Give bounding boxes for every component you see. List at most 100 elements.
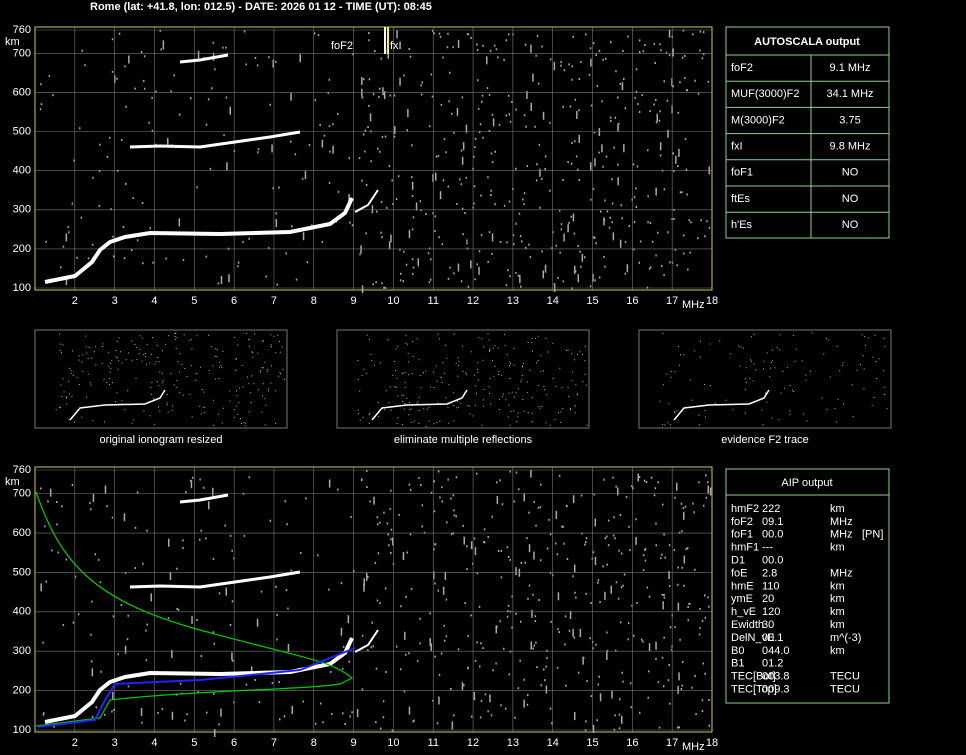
echo-trace — [179, 53, 229, 64]
aip-cell: 20 — [762, 593, 774, 605]
x-tick-label: 6 — [231, 737, 237, 749]
y-tick-label: 200 — [13, 685, 31, 697]
echo-trace — [179, 493, 229, 504]
y-tick-label: 500 — [13, 126, 31, 138]
aip-cell: 222 — [762, 503, 780, 515]
y-tick-label: 760 — [13, 464, 31, 476]
aip-cell: 09.1 — [762, 516, 783, 528]
y-tick-label: 500 — [13, 566, 31, 578]
aip-cell: MHz — [830, 529, 853, 541]
table-title: AIP output — [781, 477, 832, 489]
y-unit: km — [5, 36, 20, 48]
thumbnail-caption: eliminate multiple reflections — [394, 434, 533, 446]
row-value: 9.1 MHz — [830, 62, 871, 74]
header-title: Rome (lat: +41.8, lon: 012.5) - DATE: 20… — [90, 1, 432, 13]
x-tick-label: 11 — [428, 737, 439, 749]
y-tick-label: 700 — [13, 488, 31, 500]
row-value: 3.75 — [839, 114, 860, 126]
x-tick-label: 10 — [387, 737, 399, 749]
y-tick-label: 600 — [13, 527, 31, 539]
aip-cell: TEC[Top] — [731, 684, 777, 696]
y-tick-label: 600 — [13, 86, 31, 98]
y-tick-label: 100 — [13, 724, 31, 736]
x-tick-label: 14 — [547, 737, 559, 749]
x-tick-label: 17 — [666, 295, 678, 307]
aip-cell: km — [830, 619, 845, 631]
x-tick-label: 14 — [547, 295, 559, 307]
x-tick-label: 2 — [72, 737, 78, 749]
aip-cell: 00.1 — [762, 632, 783, 644]
y-tick-label: 200 — [13, 243, 31, 255]
x-tick-label: 11 — [428, 295, 439, 307]
row-label: h'Es — [731, 219, 753, 231]
x-tick-label: 16 — [626, 737, 638, 749]
aip-cell: foE — [731, 567, 748, 579]
y-tick-label: 300 — [13, 645, 31, 657]
x-tick-label: 9 — [351, 295, 357, 307]
profile-curve — [35, 491, 354, 727]
aip-cell: Ewidth — [731, 619, 764, 631]
aip-cell: 00.0 — [762, 529, 783, 541]
aip-cell: km — [830, 645, 845, 657]
table-title: AUTOSCALA output — [754, 36, 860, 48]
thumbnail-caption: original ionogram resized — [100, 434, 223, 446]
aip-cell: MHz — [830, 567, 853, 579]
aip-cell: 2.8 — [762, 567, 777, 579]
x-tick-label: 12 — [467, 737, 479, 749]
aip-cell: km — [830, 503, 845, 515]
marker-label: foF2 — [331, 40, 353, 52]
x-tick-label: 4 — [151, 737, 157, 749]
x-tick-label: 13 — [507, 295, 519, 307]
noise — [40, 469, 712, 737]
x-tick-label: 17 — [666, 737, 678, 749]
aip-cell: TECU — [830, 671, 860, 683]
aip-cell: 009.3 — [762, 684, 790, 696]
aip-cell: h_vE — [731, 606, 756, 618]
thumbnail-trace — [673, 389, 770, 421]
x-tick-label: 10 — [387, 295, 399, 307]
y-unit: km — [5, 476, 20, 488]
table-frame — [725, 494, 890, 704]
marker-label: fxI — [390, 40, 402, 52]
aip-cell: DelN_vE — [731, 632, 774, 644]
row-label: M(3000)F2 — [731, 114, 785, 126]
aip-cell: km — [830, 580, 845, 592]
aip-cell: 30 — [762, 619, 774, 631]
aip-cell: --- — [762, 542, 773, 554]
echo-trace — [354, 189, 379, 213]
x-tick-label: 12 — [467, 295, 479, 307]
thumbnail — [638, 329, 892, 429]
x-tick-label: 8 — [311, 737, 317, 749]
echo-trace — [44, 197, 354, 284]
row-label: MUF(3000)F2 — [731, 88, 799, 100]
aip-cell: TECU — [830, 684, 860, 696]
x-tick-label: 8 — [311, 295, 317, 307]
aip-cell: D1 — [731, 555, 745, 567]
y-tick-label: 300 — [13, 204, 31, 216]
aip-cell: hmF1 — [731, 542, 759, 554]
aip-cell: B0 — [731, 645, 744, 657]
row-label: foF1 — [731, 167, 753, 179]
x-tick-label: 18 — [706, 295, 718, 307]
row-label: ftEs — [731, 193, 750, 205]
x-tick-label: 7 — [271, 295, 277, 307]
x-tick-label: 15 — [586, 737, 598, 749]
x-tick-label: 3 — [112, 295, 118, 307]
echo-trace — [354, 629, 379, 653]
x-tick-label: 6 — [231, 295, 237, 307]
echo-trace — [129, 130, 301, 149]
x-tick-label: 16 — [626, 295, 638, 307]
x-tick-label: 5 — [191, 737, 197, 749]
aip-cell: foF1 — [731, 529, 753, 541]
x-tick-label: 9 — [351, 737, 357, 749]
y-tick-label: 760 — [13, 24, 31, 36]
x-tick-label: 4 — [151, 295, 157, 307]
aip-cell: 044.0 — [762, 645, 790, 657]
y-tick-label: 700 — [13, 47, 31, 59]
aip-cell: B1 — [731, 658, 744, 670]
row-value: 9.8 MHz — [830, 141, 871, 153]
echo-trace — [44, 637, 354, 724]
aip-cell: m^(-3) — [830, 632, 861, 644]
x-tick-label: 3 — [112, 737, 118, 749]
